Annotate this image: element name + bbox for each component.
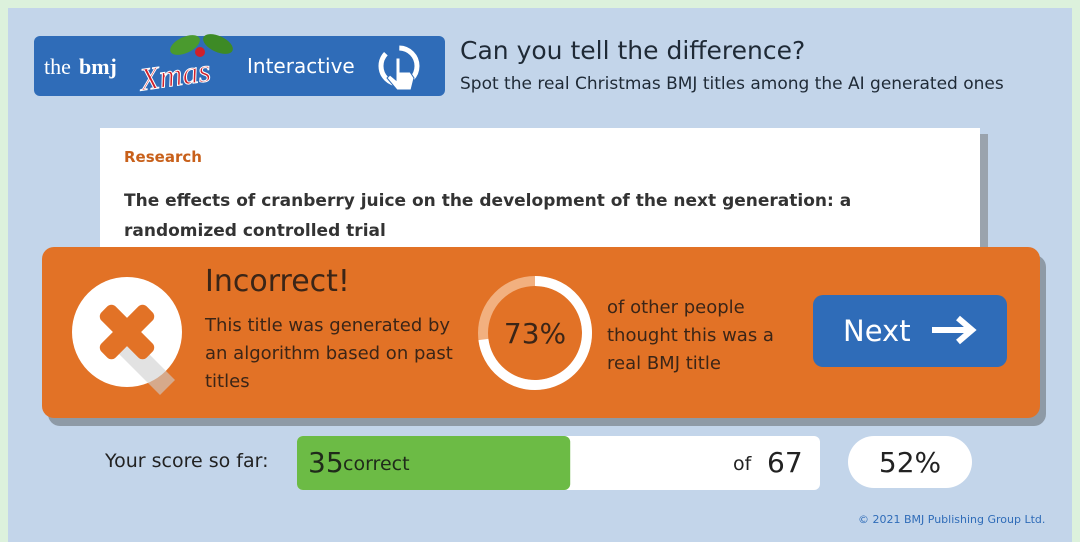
question-card <box>100 128 980 258</box>
result-explanation: This title was generated by an algorithm… <box>205 315 453 392</box>
subtitle: Spot the real Christmas BMJ titles among… <box>460 74 1004 94</box>
category: Research <box>124 148 202 166</box>
logo[interactable] <box>34 36 445 96</box>
score-label: Your score so far: <box>105 450 269 472</box>
result-panel <box>42 247 1040 418</box>
result-heading: Incorrect! <box>205 264 350 299</box>
copyright: © 2021 BMJ Publishing Group Ltd. <box>858 513 1046 526</box>
title: Can you tell the difference? <box>460 36 806 65</box>
percent-caption: of other people thought this was a real … <box>607 297 774 374</box>
question-title: The effects of cranberry juice on the de… <box>124 191 852 241</box>
